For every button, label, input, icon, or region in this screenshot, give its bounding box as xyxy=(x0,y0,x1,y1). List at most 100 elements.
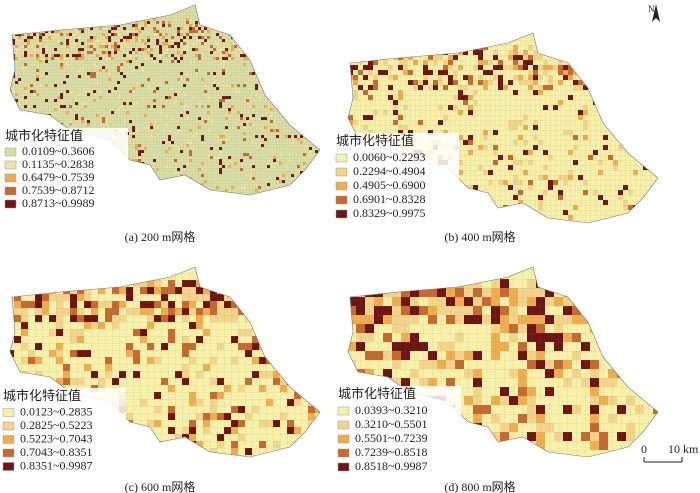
map-cell xyxy=(105,280,112,287)
map-cell xyxy=(297,108,300,111)
map-cell xyxy=(3,63,6,66)
map-cell xyxy=(312,51,315,54)
map-cell xyxy=(10,114,12,117)
map-cell xyxy=(276,90,279,93)
map-cell xyxy=(270,45,273,48)
map-cell xyxy=(259,308,266,315)
map-cell xyxy=(324,144,327,147)
map-cell xyxy=(0,329,7,336)
map-cell xyxy=(573,60,578,65)
map-cell xyxy=(327,96,330,99)
map-cell xyxy=(662,405,671,414)
map-cell xyxy=(294,315,301,322)
map-cell xyxy=(297,54,300,57)
legend: 城市化特征值0.0109~0.36060.1135~0.28380.6479~0… xyxy=(3,128,128,212)
map-cell xyxy=(126,441,133,448)
map-cell xyxy=(273,39,276,42)
map-cell xyxy=(598,75,603,80)
map-cell xyxy=(255,54,258,57)
map-cell xyxy=(0,48,3,51)
map-cell xyxy=(285,54,288,57)
map-cell xyxy=(258,30,261,33)
map-cell xyxy=(276,30,279,33)
map-cell xyxy=(648,70,653,75)
map-cell xyxy=(300,57,303,60)
map-cell xyxy=(234,33,237,36)
map-cell xyxy=(132,18,135,21)
legend-swatch xyxy=(337,406,350,416)
map-cell xyxy=(135,186,138,189)
map-cell xyxy=(635,297,644,306)
map-cell xyxy=(572,288,581,297)
map-cell xyxy=(237,21,240,24)
map-cell xyxy=(0,350,7,357)
map-cell xyxy=(315,102,318,105)
map-cell xyxy=(573,50,578,55)
map-cell xyxy=(294,364,301,371)
map-cell xyxy=(294,308,301,315)
map-cell xyxy=(280,350,287,357)
map-cell xyxy=(581,306,590,315)
legend-title: 城市化特征值 xyxy=(338,386,416,401)
legend-swatch xyxy=(335,195,348,205)
map-cell xyxy=(0,280,7,287)
map-cell xyxy=(309,105,312,108)
map-cell xyxy=(648,130,653,135)
map-cell xyxy=(3,48,6,51)
map-cell xyxy=(294,60,297,63)
map-cell xyxy=(315,120,318,123)
map-cell xyxy=(301,294,308,301)
map-cell xyxy=(0,24,3,27)
map-cell xyxy=(93,24,96,27)
map-cell xyxy=(617,315,626,324)
map-cell xyxy=(10,315,14,322)
map-cell xyxy=(279,48,282,51)
map-cell xyxy=(322,420,329,427)
map-cell xyxy=(261,33,264,36)
map-cell xyxy=(633,145,638,150)
map-cell xyxy=(638,80,643,85)
map-cell xyxy=(294,301,301,308)
map-cell xyxy=(237,39,240,42)
map-cell xyxy=(635,297,644,306)
map-cell xyxy=(252,315,259,322)
map-cell xyxy=(318,57,320,60)
map-cell xyxy=(343,75,348,80)
map-cell xyxy=(327,120,330,123)
map-cell xyxy=(312,18,315,21)
map-cell xyxy=(308,329,315,336)
map-cell xyxy=(261,27,264,30)
map-cell xyxy=(0,36,3,39)
map-cell xyxy=(324,90,327,93)
map-cell xyxy=(493,210,498,215)
map-cell xyxy=(321,51,324,54)
map-cell xyxy=(10,39,12,42)
map-cell xyxy=(273,30,276,33)
map-cell xyxy=(294,315,301,322)
map-cell xyxy=(10,280,14,287)
map-cell xyxy=(315,159,318,162)
map-cell xyxy=(30,117,33,120)
caption: (b) 400 m网格 xyxy=(444,229,515,244)
map-cell xyxy=(308,336,315,343)
map-cell xyxy=(291,42,294,45)
map-cell xyxy=(327,48,330,51)
map-cell xyxy=(653,75,658,80)
map-cell xyxy=(270,54,273,57)
map-cell xyxy=(237,27,240,30)
map-cell xyxy=(279,42,282,45)
map-cell xyxy=(56,280,63,287)
map-cell xyxy=(287,329,294,336)
map-cell xyxy=(635,333,644,342)
map-cell xyxy=(644,288,653,297)
map-cell xyxy=(374,279,383,288)
map-cell xyxy=(608,306,617,315)
map-cell xyxy=(626,297,635,306)
map-cell xyxy=(608,306,617,315)
map-cell xyxy=(635,297,644,306)
map-cell xyxy=(21,280,28,287)
map-cell xyxy=(303,48,306,51)
map-cell xyxy=(644,369,653,378)
legend-label: 0.0393~0.3210 xyxy=(355,403,428,417)
map-cell xyxy=(410,279,419,288)
